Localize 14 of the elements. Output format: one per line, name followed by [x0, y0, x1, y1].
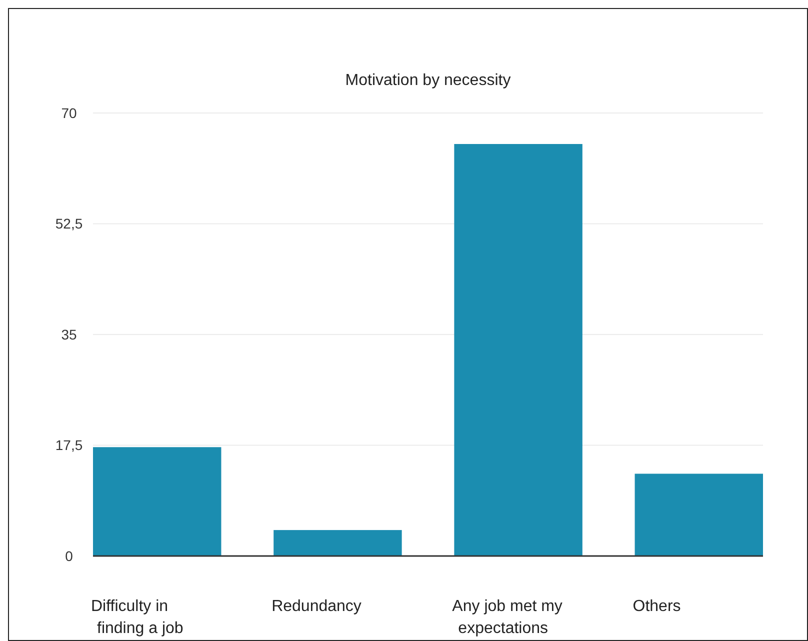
y-tick-label: 52,5: [55, 216, 83, 232]
y-tick-label: 17,5: [55, 437, 83, 454]
x-tick-label: Others: [632, 598, 681, 615]
bar: [634, 474, 763, 556]
bar: [274, 530, 402, 556]
x-tick-label: Any job met my expectations: [452, 598, 562, 637]
x-tick-label: Redundancy: [272, 598, 362, 615]
y-tick-label: 0: [65, 548, 74, 564]
chart-title: Motivation by necessity: [345, 72, 511, 89]
y-tick-label: 70: [61, 104, 77, 121]
x-tick-label: Difficulty in finding a job: [91, 598, 184, 637]
bar: [93, 447, 222, 556]
bar: [454, 144, 582, 556]
y-tick-label: 35: [61, 326, 77, 342]
